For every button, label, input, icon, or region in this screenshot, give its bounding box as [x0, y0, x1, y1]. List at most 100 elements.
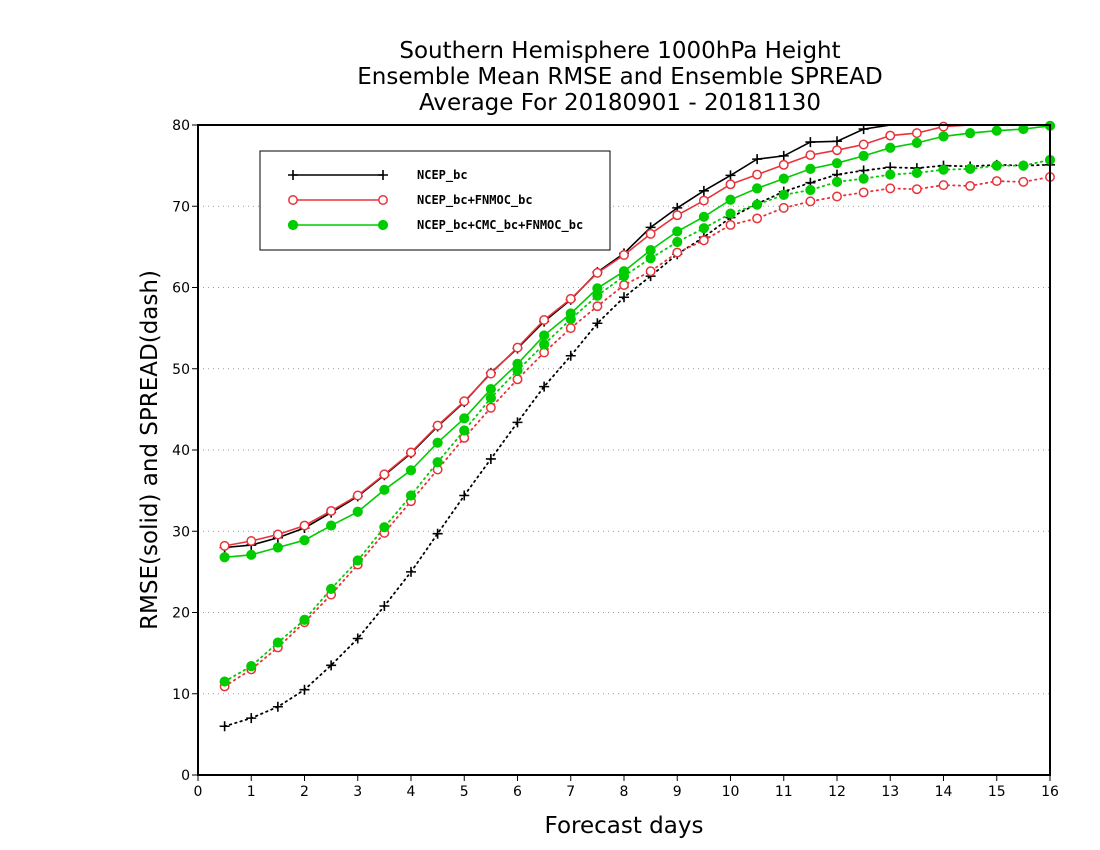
data-point — [805, 163, 816, 174]
data-point — [991, 160, 1002, 171]
y-tick-label: 0 — [181, 768, 190, 784]
data-point — [619, 292, 629, 303]
data-point — [405, 490, 417, 501]
y-tick-label: 70 — [172, 199, 190, 215]
data-point — [565, 323, 576, 334]
x-tick-label: 11 — [775, 784, 793, 800]
data-point — [752, 169, 763, 180]
y-tick-label: 80 — [172, 118, 190, 134]
data-point — [592, 267, 603, 278]
data-point — [246, 713, 257, 724]
data-point — [991, 176, 1002, 187]
data-point — [1018, 160, 1029, 171]
data-point — [805, 137, 816, 148]
legend-marker — [378, 170, 388, 180]
data-point — [832, 145, 842, 156]
legend-item-fnmoc: NCEP_bc+FNMOC_bc — [288, 193, 533, 208]
data-point — [778, 202, 789, 213]
legend-marker — [287, 219, 299, 231]
data-point — [991, 125, 1002, 136]
data-point — [725, 170, 736, 181]
data-point — [1018, 176, 1029, 187]
data-point — [592, 301, 603, 312]
data-point — [246, 536, 257, 546]
data-point — [938, 121, 949, 132]
y-tick-label: 30 — [172, 524, 190, 540]
data-point — [326, 520, 337, 531]
data-point — [938, 131, 949, 142]
x-tick-label: 1 — [247, 784, 256, 800]
data-point — [272, 637, 283, 648]
x-tick-label: 16 — [1041, 784, 1059, 800]
x-tick-label: 14 — [935, 784, 953, 800]
x-tick-label: 13 — [881, 784, 899, 800]
legend-marker — [378, 195, 388, 205]
data-point — [512, 374, 523, 385]
data-point — [592, 283, 603, 294]
data-point — [965, 163, 976, 174]
data-point — [352, 506, 363, 517]
data-point — [805, 196, 816, 207]
data-point — [645, 245, 656, 256]
data-point — [885, 142, 896, 153]
data-point — [752, 154, 763, 165]
data-point — [672, 226, 683, 237]
data-point — [938, 164, 949, 175]
data-point — [459, 413, 470, 424]
data-point — [432, 420, 443, 431]
data-point — [752, 183, 763, 194]
data-point — [592, 318, 603, 329]
title-line-2: Ensemble Mean RMSE and Ensemble SPREAD — [357, 64, 882, 90]
data-point — [725, 208, 736, 219]
data-point — [219, 540, 230, 551]
title-line-3: Average For 20180901 - 20181130 — [419, 90, 821, 116]
legend-item-ncep: NCEP_bc — [288, 168, 468, 183]
chart-title: Southern Hemisphere 1000hPa Height Ensem… — [357, 38, 882, 116]
data-point — [539, 347, 550, 358]
data-point — [672, 210, 683, 221]
data-point — [459, 425, 470, 436]
y-tick-label: 50 — [172, 362, 190, 378]
data-point — [938, 180, 949, 191]
data-point — [352, 490, 363, 501]
data-point — [619, 250, 629, 260]
data-point — [858, 139, 869, 150]
data-point — [885, 169, 896, 180]
data-point — [965, 180, 976, 191]
data-point — [432, 528, 443, 539]
data-point — [299, 614, 310, 625]
legend: NCEP_bc NCEP_bc+FNMOC_bc NCEP_bc+CMC_bc+FN… — [259, 150, 611, 251]
data-point — [326, 583, 337, 595]
data-point — [379, 469, 390, 480]
data-point — [219, 676, 230, 687]
data-point — [485, 392, 496, 404]
data-point — [858, 173, 869, 184]
data-point — [539, 315, 550, 325]
data-point — [618, 266, 630, 277]
data-point — [885, 130, 896, 141]
x-tick-label: 15 — [988, 784, 1006, 800]
data-point — [405, 465, 417, 476]
series-cmc-spread — [219, 154, 1056, 687]
data-point — [485, 453, 496, 464]
data-point — [619, 280, 629, 291]
data-point — [379, 601, 390, 611]
data-point — [752, 199, 763, 210]
y-axis-label: RMSE(solid) and SPREAD(dash) — [137, 270, 163, 630]
x-tick-label: 5 — [460, 784, 469, 800]
data-point — [858, 187, 869, 198]
data-point — [911, 137, 922, 148]
data-point — [459, 396, 470, 407]
data-point — [698, 223, 709, 234]
data-point — [832, 191, 842, 202]
data-point — [352, 633, 363, 644]
data-point — [911, 184, 922, 195]
legend-label: NCEP_bc+FNMOC_bc — [417, 193, 533, 208]
series-line-fnmoc-spread — [223, 176, 1051, 688]
data-point — [778, 189, 789, 200]
x-tick-label: 6 — [513, 784, 522, 800]
data-point — [432, 437, 443, 448]
data-point — [246, 549, 257, 560]
x-tick-label: 2 — [300, 784, 309, 800]
